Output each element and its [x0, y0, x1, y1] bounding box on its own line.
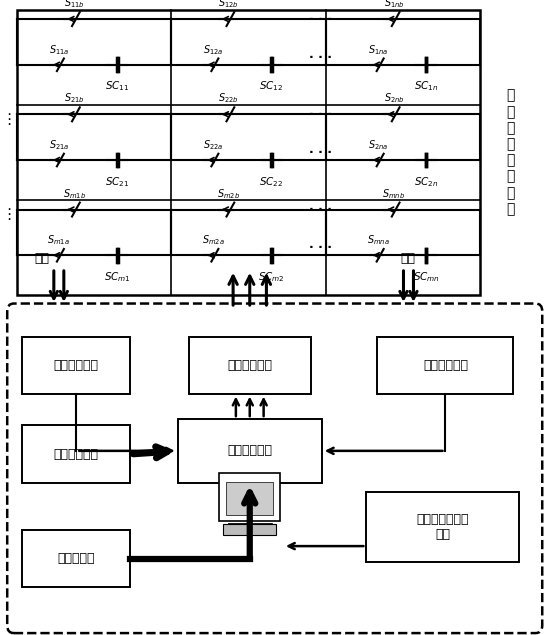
- Text: $S_{1nb}$: $S_{1nb}$: [384, 0, 405, 10]
- Text: 传感采集模块: 传感采集模块: [423, 359, 468, 371]
- Text: 上位机数据采集
监控: 上位机数据采集 监控: [416, 513, 469, 541]
- Text: $S_{11b}$: $S_{11b}$: [64, 0, 85, 10]
- Text: $SC_{21}$: $SC_{21}$: [105, 175, 129, 189]
- Text: $S_{m2a}$: $S_{m2a}$: [202, 234, 225, 247]
- Text: $S_{m2b}$: $S_{m2b}$: [217, 187, 240, 201]
- Text: ⋮: ⋮: [1, 207, 16, 222]
- Bar: [178, 419, 322, 483]
- Text: 温度: 温度: [34, 252, 49, 265]
- Text: $S_{21b}$: $S_{21b}$: [64, 91, 85, 105]
- Bar: [22, 530, 130, 587]
- Text: $S_{22a}$: $S_{22a}$: [203, 138, 224, 152]
- Text: 重构控制模块: 重构控制模块: [227, 444, 273, 457]
- Bar: [377, 337, 513, 394]
- FancyBboxPatch shape: [7, 304, 542, 633]
- Text: $SC_{12}$: $SC_{12}$: [259, 79, 284, 93]
- Text: 传感采集模块: 传感采集模块: [54, 359, 99, 371]
- Text: $S_{12b}$: $S_{12b}$: [218, 0, 239, 10]
- Text: $SC_{22}$: $SC_{22}$: [259, 175, 284, 189]
- Text: · · ·: · · ·: [309, 51, 331, 64]
- Bar: [189, 337, 311, 394]
- Text: $S_{mna}$: $S_{mna}$: [367, 234, 390, 247]
- Text: $S_{m1a}$: $S_{m1a}$: [48, 234, 70, 247]
- Text: 信号驱动模块: 信号驱动模块: [227, 359, 273, 371]
- Bar: [366, 492, 519, 562]
- Text: $S_{2na}$: $S_{2na}$: [369, 138, 389, 152]
- Bar: [22, 337, 130, 394]
- Bar: [223, 524, 276, 535]
- Text: · · ·: · · ·: [309, 108, 331, 121]
- Text: $SC_{1n}$: $SC_{1n}$: [413, 79, 438, 93]
- Bar: [22, 425, 130, 483]
- Text: $S_{11a}$: $S_{11a}$: [49, 43, 69, 57]
- Bar: [226, 482, 273, 515]
- Text: $S_{22b}$: $S_{22b}$: [218, 91, 239, 105]
- Text: 调试与下载: 调试与下载: [58, 552, 95, 565]
- Text: $SC_{m2}$: $SC_{m2}$: [258, 270, 285, 284]
- Text: $SC_{mn}$: $SC_{mn}$: [412, 270, 440, 284]
- Bar: [17, 10, 480, 295]
- Text: · · ·: · · ·: [309, 146, 331, 159]
- Text: $SC_{11}$: $SC_{11}$: [105, 79, 129, 93]
- Text: $S_{mnb}$: $S_{mnb}$: [382, 187, 406, 201]
- Text: $S_{2nb}$: $S_{2nb}$: [384, 91, 405, 105]
- Text: 重
构
超
级
电
容
堆
栈: 重 构 超 级 电 容 堆 栈: [506, 89, 515, 216]
- Text: $SC_{m1}$: $SC_{m1}$: [104, 270, 130, 284]
- Text: 温度: 温度: [400, 252, 416, 265]
- Text: 供电电源模块: 供电电源模块: [54, 448, 99, 460]
- Text: · · ·: · · ·: [309, 203, 331, 216]
- Text: $S_{m1b}$: $S_{m1b}$: [63, 187, 86, 201]
- Text: $S_{1na}$: $S_{1na}$: [369, 43, 389, 57]
- Text: $S_{21a}$: $S_{21a}$: [49, 138, 69, 152]
- Text: $SC_{2n}$: $SC_{2n}$: [413, 175, 438, 189]
- Bar: [219, 473, 280, 521]
- Text: · · ·: · · ·: [309, 241, 331, 254]
- Text: ⋮: ⋮: [1, 112, 16, 126]
- Text: · · ·: · · ·: [309, 13, 331, 25]
- Text: $S_{12a}$: $S_{12a}$: [203, 43, 224, 57]
